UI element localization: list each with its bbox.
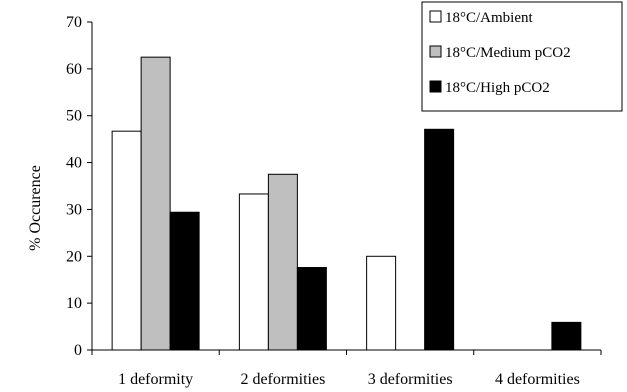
y-tick-label: 30 [66,201,82,218]
y-tick-label: 40 [66,155,82,172]
y-tick-label: 50 [66,108,82,125]
x-category-label: 2 deformities [240,371,325,388]
legend-swatch [429,10,442,23]
bar [551,321,582,351]
bar [267,173,298,351]
y-tick-labels: 0 10 20 30 40 50 60 70 [66,14,82,359]
y-tick-label: 10 [66,295,82,312]
y-axis-label: % Occurence [27,165,44,251]
legend-box [421,1,623,112]
y-tick-label: 60 [66,61,82,78]
bar [366,255,397,351]
legend-swatch [429,45,442,58]
x-category-label: 3 deformities [368,371,453,388]
legend-swatch [429,80,442,93]
y-tick-label: 70 [66,14,82,31]
y-tick-label: 0 [74,342,82,359]
bar [296,267,327,351]
legend: 18°C/Ambient 18°C/Medium pCO2 18°C/High pC… [421,1,623,112]
y-tick-label: 20 [66,248,82,265]
bar [111,130,142,351]
legend-entry-label: 18°C/Medium pCO2 [445,45,571,61]
bar [169,211,200,351]
bar [424,128,455,351]
legend-entry-label: 18°C/High pCO2 [445,80,550,96]
bars [111,56,582,351]
bar [140,56,171,351]
x-category-label: 4 deformities [495,371,580,388]
bar [238,193,269,351]
legend-entry-label: 18°C/Ambient [445,10,533,26]
x-category-label: 1 deformity [118,371,193,388]
x-category-labels: 1 deformity 2 deformities 3 deformities 4 d… [118,371,580,388]
